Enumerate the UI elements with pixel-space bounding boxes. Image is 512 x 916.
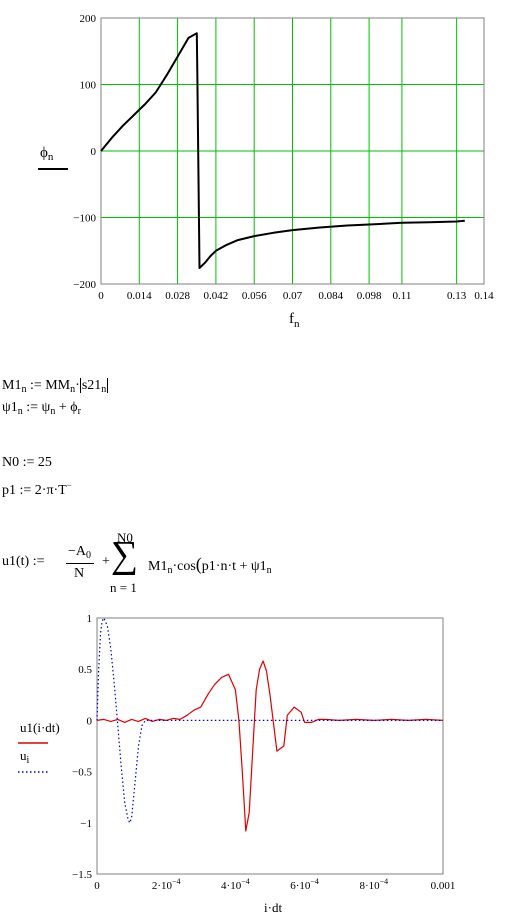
x-tick-label-5: 0.001 <box>431 880 456 892</box>
formula-u1-denominator: N <box>74 566 85 581</box>
y-tick-label-2: 0 <box>91 146 97 158</box>
formula-p1: p1 := 2·π·T− <box>2 480 72 498</box>
formula-sum-symbol: ∑ <box>111 534 139 576</box>
x-tick-label-3: 6·10−4 <box>290 877 319 892</box>
series-line-0 <box>100 32 465 269</box>
x-tick-label-0: 0 <box>94 880 100 892</box>
x-tick-label-9: 0.13 <box>447 290 467 302</box>
phase-chart-grid <box>100 17 485 285</box>
signal-chart-x-ticks: 0 2·10−4 4·10−4 6·10−4 8·10−4 0.001 <box>94 877 455 892</box>
formula-u1: u1(t) := −A0 N + N0 ∑ n = 1 M1n·cos(p1·n… <box>2 530 302 600</box>
formula-n0: N0 := 25 <box>2 455 52 470</box>
signal-chart-y-ticks: 1 0.5 0 −0.5 −1 −1.5 <box>72 613 92 881</box>
y-tick-label-4: −1 <box>80 818 92 830</box>
formula-m1: M1n := MMn· s21n <box>2 378 109 395</box>
signal-chart-xlabel: i·dt <box>264 900 282 915</box>
y-tick-label-4: −200 <box>73 279 96 291</box>
x-tick-label-1: 2·10−4 <box>152 877 181 892</box>
legend-ui-label: ui <box>20 748 30 766</box>
formula-u1-plus: + <box>102 554 110 569</box>
x-tick-label-2: 4·10−4 <box>221 877 250 892</box>
formula-u1-term: M1n·cos(p1·n·t + ψ1n <box>148 554 272 576</box>
y-tick-label-1: 100 <box>80 80 97 92</box>
x-tick-label-8: 0.11 <box>393 290 412 302</box>
y-tick-label-0: 1 <box>87 613 93 625</box>
x-tick-label-7: 0.098 <box>357 290 382 302</box>
phase-chart: 0 0.014 0.028 0.042 0.056 0.07 0.084 0.098 0.11 0… <box>38 13 494 330</box>
formula-u1-numerator: −A0 <box>68 544 92 561</box>
formula-psi1: ψ1n := ψn + ϕr <box>2 400 81 417</box>
y-tick-label-2: 0 <box>87 715 93 727</box>
y-tick-label-1: 0.5 <box>78 664 92 676</box>
phase-chart-xlabel: fn <box>289 311 300 330</box>
legend-u1-label: u1(i·dt) <box>20 720 60 735</box>
signal-chart: 0 2·10−4 4·10−4 6·10−4 8·10−4 0.001 1 0.5 0 −0.5… <box>18 613 455 915</box>
formula-u1-lhs: u1(t) := <box>2 554 45 569</box>
phase-chart-x-ticks: 0 0.014 0.028 0.042 0.056 0.07 0.084 0.098 0.11 0… <box>98 290 494 302</box>
x-tick-label-3: 0.042 <box>204 290 229 302</box>
signal-chart-series <box>96 617 444 832</box>
formula-sum-upper: N0 <box>117 530 133 545</box>
x-tick-label-0: 0 <box>98 290 104 302</box>
formula-sum-lower: n = 1 <box>110 580 137 595</box>
x-tick-label-2: 0.028 <box>165 290 190 302</box>
phase-chart-series <box>100 32 465 269</box>
x-tick-label-5: 0.07 <box>283 290 303 302</box>
x-tick-label-4: 0.056 <box>242 290 267 302</box>
y-tick-label-3: −0.5 <box>72 767 92 779</box>
formula-u1-fraction-bar <box>66 563 94 564</box>
y-tick-label-5: −1.5 <box>72 869 92 881</box>
signal-chart-frame <box>96 617 444 875</box>
y-tick-label-3: −100 <box>73 213 96 225</box>
y-tick-label-0: 200 <box>80 13 97 25</box>
phase-chart-ylabel: ϕn <box>40 145 54 163</box>
x-tick-label-6: 0.084 <box>318 290 343 302</box>
x-tick-label-10: 0.14 <box>474 290 494 302</box>
series-line-0 <box>96 660 444 832</box>
x-tick-label-4: 8·10−4 <box>359 877 388 892</box>
x-tick-label-1: 0.014 <box>127 290 152 302</box>
phase-chart-y-ticks: 200 100 0 −100 −200 <box>73 13 96 291</box>
